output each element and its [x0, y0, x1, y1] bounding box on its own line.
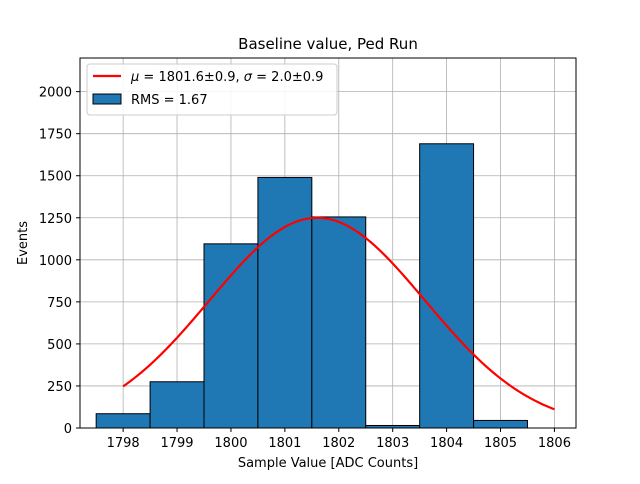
legend-box [86, 63, 338, 116]
y-tick-label: 1250 [39, 212, 72, 227]
legend-fit-label: μ = 1801.6±0.9, σ = 2.0±0.9 [130, 70, 323, 85]
y-tick-label: 750 [47, 296, 72, 311]
legend-histogram-label: RMS = 1.67 [131, 93, 208, 108]
histogram-bar [95, 413, 151, 429]
y-tick-label: 1500 [39, 170, 72, 185]
legend-mu-symbol: μ [130, 70, 139, 85]
x-tick-label: 1799 [160, 436, 193, 451]
y-tick-label: 250 [47, 380, 72, 395]
x-tick-label: 1806 [538, 436, 571, 451]
x-tick-label: 1802 [322, 436, 355, 451]
histogram-bar [203, 243, 259, 429]
histogram-bar [149, 381, 205, 429]
histogram-bar [419, 143, 475, 429]
fit-curve-layer [122, 216, 555, 411]
plot-frame [79, 57, 577, 429]
histogram-bar [473, 419, 528, 429]
y-tick-label: 1750 [39, 128, 72, 143]
y-tick-label: 1000 [39, 254, 72, 269]
y-tick-label: 500 [47, 338, 72, 353]
gaussian-fit-curve [122, 216, 555, 411]
legend-sigma-value: = 2.0±0.9 [252, 70, 323, 85]
y-tick-label: 2000 [39, 86, 72, 101]
x-tick-label: 1798 [107, 436, 140, 451]
x-tick-label: 1801 [268, 436, 301, 451]
x-tick-label: 1800 [214, 436, 247, 451]
chart-title: Baseline value, Ped Run [238, 35, 418, 53]
y-axis-label: Events [16, 221, 31, 265]
histogram-bar [257, 176, 313, 429]
x-tick-label: 1805 [484, 436, 517, 451]
legend: μ = 1801.6±0.9, σ = 2.0±0.9 RMS = 1.67 [86, 63, 338, 116]
y-tick-label: 0 [64, 422, 72, 437]
axis-ticks: 1798 1799 1800 1801 1802 1803 1804 1805 1806 0 250… [39, 86, 571, 451]
x-axis-label: Sample Value [ADC Counts] [238, 456, 418, 471]
histogram-bars [95, 143, 528, 429]
legend-histogram-swatch [92, 93, 122, 105]
x-tick-label: 1804 [430, 436, 463, 451]
x-tick-label: 1803 [376, 436, 409, 451]
legend-sigma-symbol: σ [244, 70, 253, 85]
legend-mu-value: = 1801.6±0.9, [139, 70, 243, 85]
histogram-bar [311, 216, 367, 429]
